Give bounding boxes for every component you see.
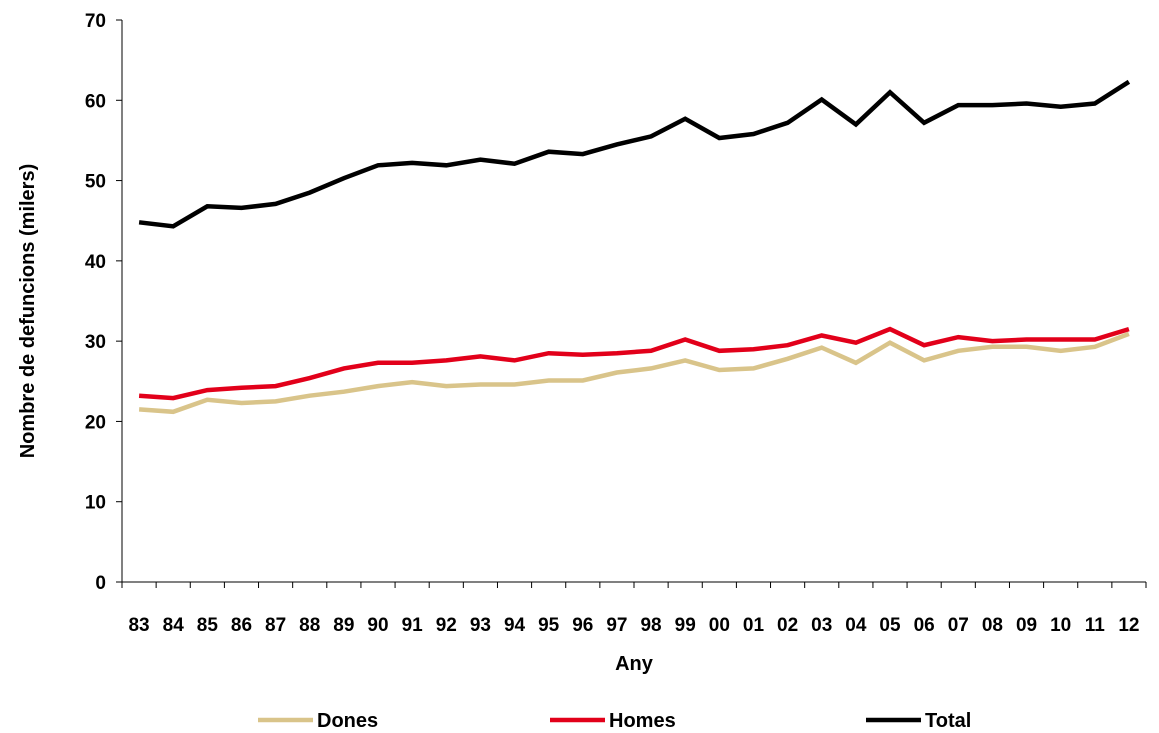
x-tick-label: 93 [470,615,491,636]
x-tick-label: 96 [572,615,593,636]
x-tick-label: 02 [777,615,798,636]
legend-label-homes: Homes [609,710,676,732]
x-tick-label: 99 [675,615,696,636]
x-tick-label: 83 [128,615,149,636]
x-tick-label: 01 [743,615,765,636]
x-tick-label: 90 [367,615,388,636]
x-tick-label: 08 [982,615,1003,636]
y-tick-label: 0 [95,573,106,594]
series-line-dones [138,331,1130,415]
x-tick-label: 04 [845,615,867,636]
x-tick-label: 87 [265,615,286,636]
series-line-total [138,79,1131,229]
x-tick-label: 92 [436,615,457,636]
x-tick-label: 88 [299,615,320,636]
y-tick-label: 60 [85,91,106,112]
x-tick-label: 06 [914,615,935,636]
x-tick-label: 89 [333,615,354,636]
y-tick-label: 20 [85,412,106,433]
x-tick-label: 09 [1016,615,1037,636]
x-tick-label: 12 [1118,615,1139,636]
y-tick-label: 30 [85,332,106,353]
x-tick-label: 03 [811,615,832,636]
legend: Dones Homes Total [258,710,971,732]
x-tick-label: 86 [231,615,252,636]
series-lines [138,79,1131,415]
y-axis-title: Nombre de defuncions (milers) [17,164,39,459]
x-axis-title: Any [615,653,654,675]
x-tick-label: 97 [606,615,627,636]
x-tick-label: 91 [402,615,424,636]
x-tick-label: 00 [709,615,730,636]
x-ticks: 83 84 85 86 87 88 89 90 91 92 93 94 95 96 97 98 99 00 01 02… [121,582,1147,636]
y-tick-label: 70 [85,11,106,32]
x-tick-label: 11 [1085,615,1106,636]
x-tick-label: 10 [1050,615,1071,636]
x-tick-label: 84 [163,615,185,636]
x-tick-label: 94 [504,615,526,636]
legend-label-dones: Dones [317,710,378,732]
x-tick-label: 95 [538,615,560,636]
x-tick-label: 98 [640,615,661,636]
y-tick-label: 40 [85,252,106,273]
x-tick-label: 85 [197,615,219,636]
y-tick-label: 50 [85,172,106,193]
x-tick-label: 07 [948,615,969,636]
legend-label-total: Total [925,710,971,732]
y-ticks: 0 10 20 30 40 50 60 70 [85,11,122,594]
series-line-homes [138,326,1130,401]
y-tick-label: 10 [85,493,106,514]
x-tick-label: 05 [879,615,901,636]
